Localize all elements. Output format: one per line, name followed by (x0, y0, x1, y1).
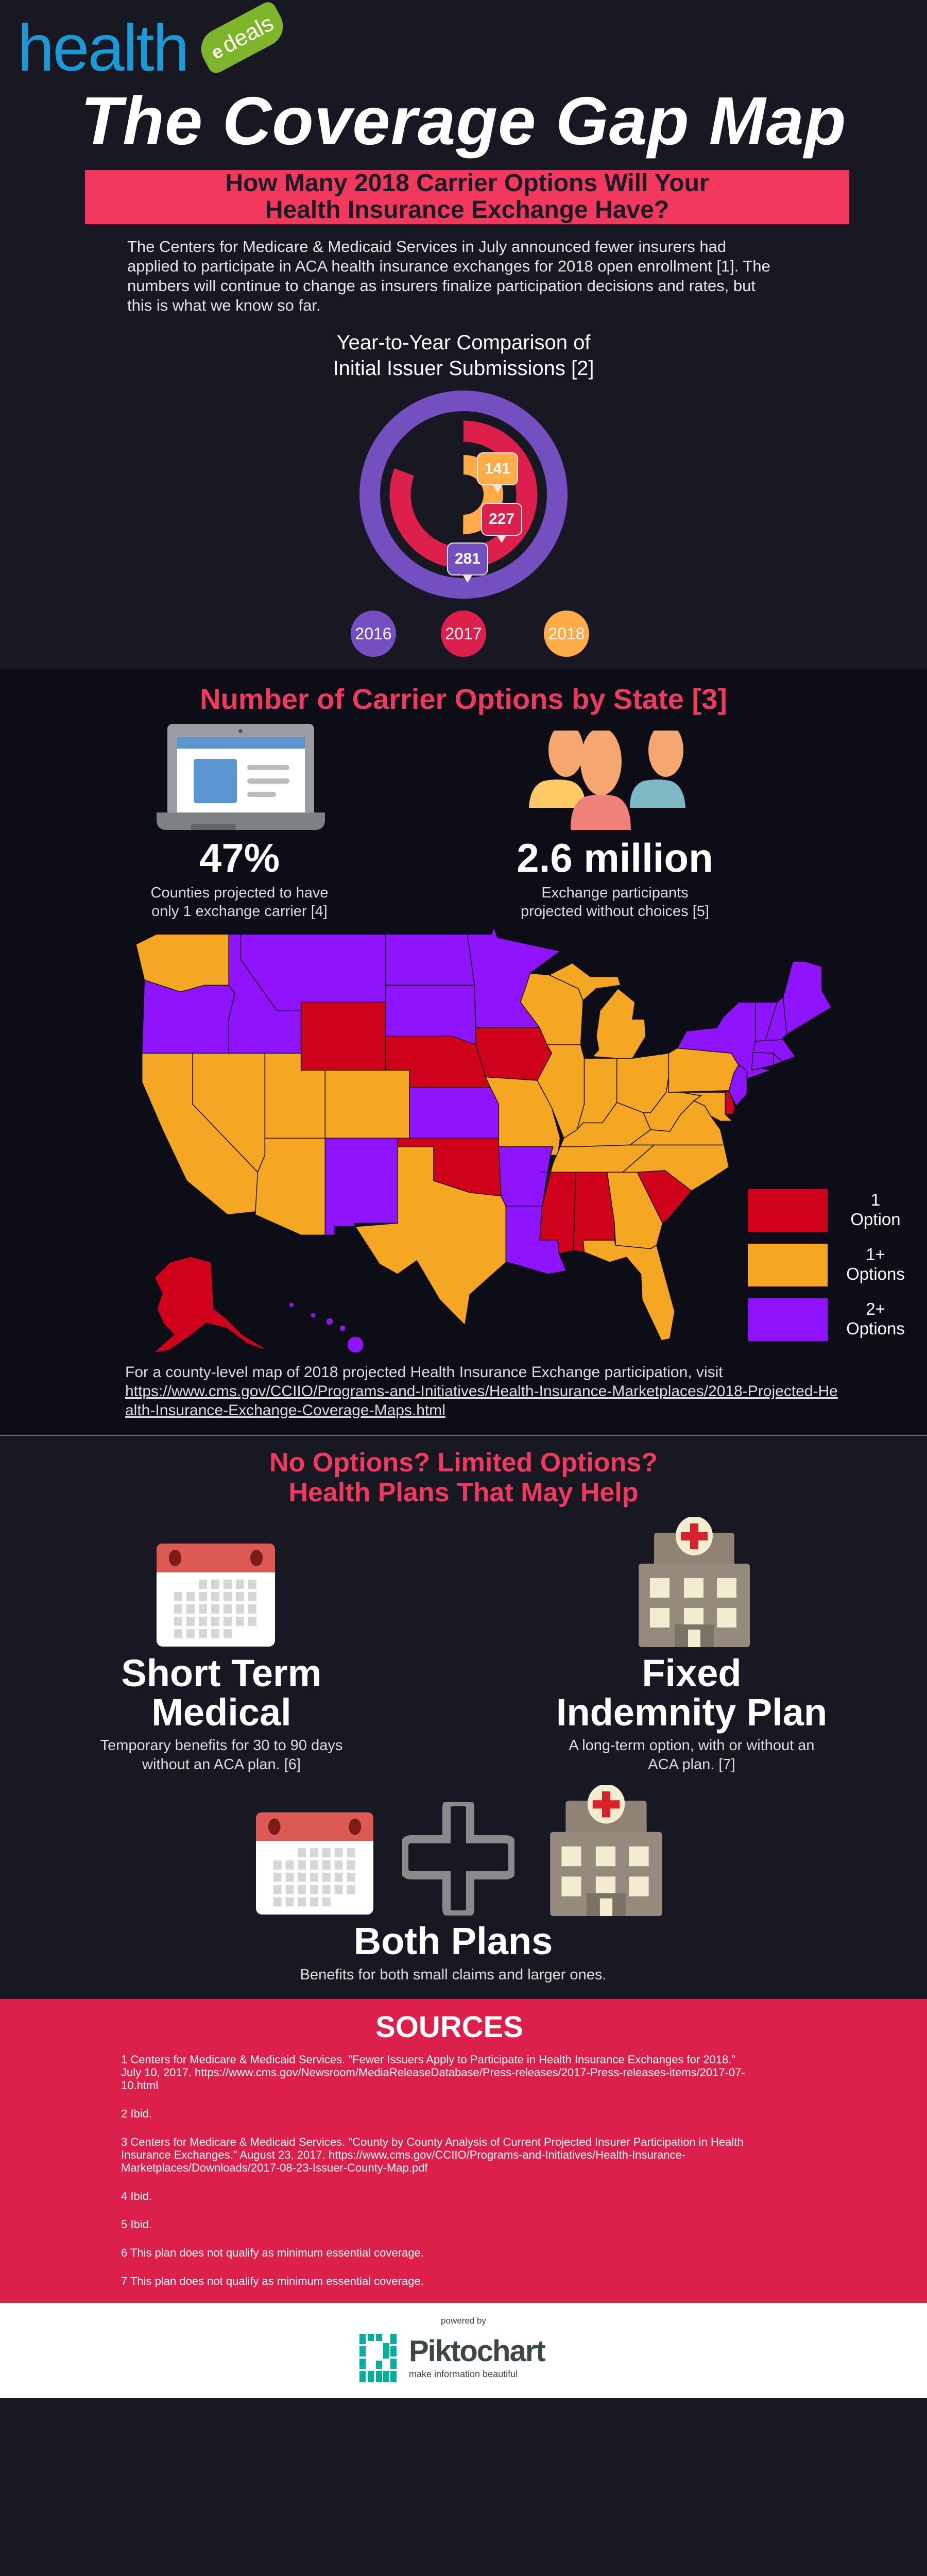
state-PA (668, 1047, 739, 1093)
state-KS (409, 1087, 500, 1139)
county-map-note-text: For a county-level map of 2018 projected… (125, 1364, 723, 1381)
calendar-icon (157, 1544, 275, 1647)
plans-heading-line-2: Health Plans That May Help (288, 1478, 639, 1507)
radial-bar-chart (359, 391, 568, 599)
state-ND (385, 934, 475, 986)
legend-swatch-1plus-options (748, 1244, 828, 1286)
stat-desc-participants-line-2: projected without choices [5] (521, 903, 709, 920)
comparison-title-line-2: Initial Issuer Submissions [2] (333, 357, 594, 380)
plan-desc-both: Benefits for both small claims and large… (300, 1967, 607, 1983)
state-HI (325, 1317, 334, 1326)
source-item: 3 Centers for Medicare & Medicaid Servic… (121, 2136, 744, 2174)
plan-title-both: Both Plans (353, 1920, 553, 1962)
stat-desc-participants-line-1: Exchange participants (541, 885, 689, 901)
state-NH (764, 996, 787, 1042)
piktochart-logo-icon (359, 2334, 397, 2382)
state-SD (385, 985, 476, 1045)
source-item: 2 Ibid. (121, 2107, 152, 2120)
legend-2018: 2018 (544, 611, 589, 657)
state-NM (324, 1138, 398, 1236)
piktochart-wordmark: Piktochart (409, 2334, 546, 2368)
hospital-icon (550, 1785, 662, 1916)
legend-2016: 2016 (351, 611, 396, 657)
plan-title-fixed-indemnity: Fixed Indemnity Plan (556, 1652, 828, 1734)
state-HI (339, 1325, 346, 1332)
state-MI (592, 988, 646, 1059)
legend-label-2plus-options: 2+ Options (846, 1299, 905, 1338)
state-ME (782, 961, 832, 1036)
state-MI (548, 962, 621, 1002)
plan-title-short-term: Short Term Medical (121, 1652, 322, 1734)
state-TX (354, 1146, 507, 1326)
state-HI (310, 1312, 316, 1318)
legend-label-1-option: 1 Option (850, 1190, 901, 1229)
stat-value-counties: 47% (199, 835, 280, 880)
section-divider (0, 1435, 927, 1436)
value-bubble-2017: 227 (481, 503, 522, 543)
comparison-title-line-1: Year-to-Year Comparison of (336, 331, 591, 354)
comparison-title: Year-to-Year Comparison of Initial Issue… (0, 330, 927, 381)
intro-paragraph: The Centers for Medicare & Medicaid Serv… (127, 238, 770, 314)
sources-heading: SOURCES (375, 2010, 523, 2044)
hospital-icon (639, 1517, 750, 1647)
map-heading: Number of Carrier Options by State [3] (200, 683, 727, 715)
state-OR (141, 979, 235, 1054)
county-map-note: For a county-level map of 2018 projected… (125, 1363, 846, 1420)
source-item: 5 Ibid. (121, 2218, 152, 2231)
source-item: 1 Centers for Medicare & Medicaid Servic… (121, 2053, 745, 2092)
stat-value-participants: 2.6 million (517, 835, 713, 880)
county-map-link[interactable]: https://www.cms.gov/CCIIO/Programs-and-I… (125, 1383, 838, 1419)
state-AZ (254, 1138, 326, 1236)
calendar-icon (256, 1812, 373, 1915)
source-item: 4 Ibid. (121, 2190, 152, 2202)
question-banner: How Many 2018 Carrier Options Will Your … (85, 170, 849, 224)
ring-bar-2018 (462, 455, 503, 534)
piktochart-tagline: make information beautiful (409, 2369, 518, 2379)
legend-label-1plus-options: 1+ Options (846, 1245, 905, 1283)
ring-bar-2016 (359, 391, 568, 599)
people-icon (529, 731, 685, 830)
logo-tag-text: deals (218, 10, 278, 58)
banner-line-1: How Many 2018 Carrier Options Will Your (225, 170, 709, 197)
powered-by-label: powered by (441, 2316, 486, 2326)
stat-desc-counties-line-2: only 1 exchange carrier [4] (151, 903, 328, 920)
state-AK (152, 1256, 269, 1354)
piktochart-logo-link[interactable]: Piktochart make information beautiful (359, 2334, 571, 2382)
stat-desc-participants: Exchange participants projected without … (460, 884, 769, 921)
plan-desc-fixed-indemnity: A long-term option, with or without an A… (569, 1737, 815, 1773)
plan-desc-short-term: Temporary benefits for 30 to 90 days wit… (100, 1737, 343, 1773)
state-CO (324, 1070, 410, 1139)
plans-heading-line-1: No Options? Limited Options? (269, 1448, 658, 1478)
plans-heading: No Options? Limited Options? Health Plan… (0, 1448, 927, 1507)
legend-swatch-2plus-options (748, 1298, 828, 1341)
legend-2017: 2017 (441, 611, 486, 657)
source-item: 6 This plan does not qualify as minimum … (121, 2246, 424, 2259)
state-HI (288, 1302, 295, 1308)
footer (0, 2303, 927, 2398)
laptop-icon (157, 724, 325, 830)
legend-swatch-1-option (748, 1189, 828, 1232)
state-IA (475, 1027, 553, 1081)
value-bubble-2018: 141 (477, 452, 518, 493)
banner-line-2: Health Insurance Exchange Have? (265, 196, 670, 224)
sources-list: 1 Centers for Medicare & Medicaid Servic… (121, 2053, 749, 2303)
state-RI (773, 1052, 783, 1066)
state-WY (300, 1002, 386, 1071)
us-state-map (135, 926, 832, 1354)
plus-icon (402, 1802, 514, 1916)
healthedeals-logo-word: health (18, 11, 190, 85)
ring-bar-2017 (389, 420, 538, 569)
stat-desc-counties: Counties projected to have only 1 exchan… (85, 884, 394, 921)
sources-section (0, 1999, 927, 2303)
stat-desc-counties-line-1: Counties projected to have (150, 885, 329, 901)
state-CT (751, 1052, 774, 1071)
state-HI (347, 1336, 364, 1353)
healthedeals-logo-tag: edeals (194, 0, 290, 76)
state-FL (582, 1240, 675, 1341)
value-bubble-2016: 281 (447, 543, 488, 583)
page-title: The Coverage Gap Map (80, 83, 847, 159)
source-item: 7 This plan does not qualify as minimum … (121, 2275, 424, 2287)
